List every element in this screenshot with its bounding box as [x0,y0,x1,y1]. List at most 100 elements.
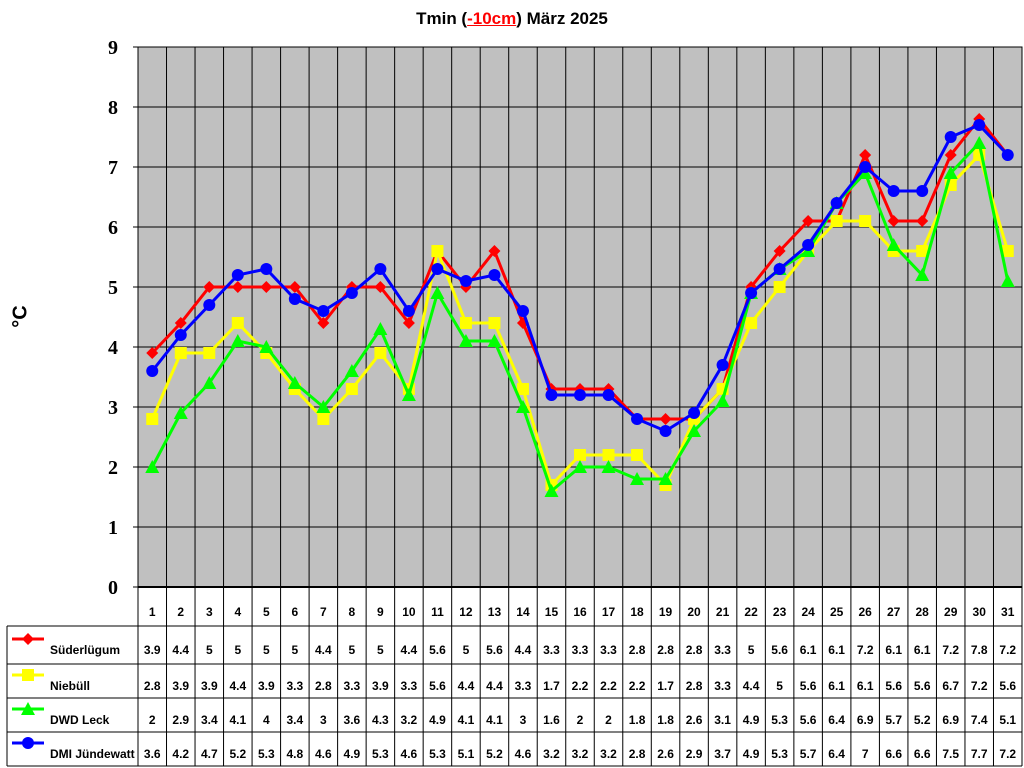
data-label: 3.2 [600,747,617,761]
data-label: 4.1 [458,713,475,727]
x-tick-label: 18 [630,605,644,619]
data-label: 3.3 [600,643,617,657]
data-label: 6.1 [914,643,931,657]
data-point [173,406,188,419]
x-tick-label: 13 [488,605,502,619]
x-tick-label: 2 [177,605,184,619]
data-label: 3.3 [401,679,418,693]
data-point [544,484,559,497]
data-label: 7 [862,747,869,761]
data-point [859,161,872,173]
data-point [488,269,501,281]
data-point [202,376,217,389]
x-tick-label: 26 [858,605,872,619]
x-tick-label: 21 [716,605,730,619]
data-label: 2.2 [572,679,589,693]
data-point [830,215,843,227]
data-label: 5.3 [372,747,389,761]
data-point [317,413,330,425]
data-label: 7.5 [942,747,959,761]
data-point [488,317,501,329]
data-label: 2.8 [686,643,703,657]
data-label: 3 [520,713,527,727]
data-label: 4.2 [172,747,189,761]
x-tick-label: 8 [349,605,356,619]
data-point [802,239,815,251]
data-label: 4.9 [743,747,760,761]
data-label: 3.3 [286,679,303,693]
x-tick-label: 3 [206,605,213,619]
data-point [401,388,416,401]
x-tick-label: 17 [602,605,616,619]
data-label: 3.3 [344,679,361,693]
data-point [916,215,929,227]
data-point [374,347,387,359]
data-label: 7.2 [999,747,1016,761]
data-point [573,460,587,473]
data-point [145,460,160,473]
data-label: 5.6 [771,643,788,657]
data-label: 6.1 [800,643,817,657]
data-point [944,131,957,143]
data-label: 3.9 [258,679,275,693]
x-tick-label: 9 [377,605,384,619]
y-tick-label: 1 [108,517,118,539]
data-label: 5.6 [486,643,503,657]
data-label: 5.6 [914,679,931,693]
data-label: 3.6 [144,747,161,761]
legend-marker [21,702,35,715]
data-label: 4.6 [401,747,418,761]
x-tick-label: 30 [973,605,987,619]
data-point [716,359,729,371]
data-label: 1.6 [543,713,560,727]
data-label: 1.8 [657,713,674,727]
x-tick-label: 11 [431,605,444,619]
data-label: 4.8 [286,747,303,761]
data-point [317,317,330,329]
title-prefix: Tmin ( [416,9,468,28]
data-point [260,263,273,275]
x-tick-label: 20 [687,605,701,619]
data-label: 1.7 [543,679,560,693]
data-point [973,119,986,131]
data-label: 3.2 [572,747,589,761]
data-point [431,263,444,275]
data-point [745,287,758,299]
data-label: 4.4 [229,679,246,693]
data-point [260,281,273,293]
data-label: 6.6 [914,747,931,761]
legend-marker [22,737,34,749]
data-label: 3.3 [714,679,731,693]
x-tick-label: 10 [402,605,416,619]
x-tick-label: 7 [320,605,327,619]
data-point [231,269,244,281]
data-point [458,334,473,347]
data-label: 6.4 [828,747,845,761]
title-suffix: ) März 2025 [516,9,608,28]
data-label: 6.9 [857,713,874,727]
y-tick-label: 6 [108,217,118,239]
data-label: 2.8 [686,679,703,693]
x-tick-label: 25 [830,605,844,619]
legend-label: DWD Leck [50,713,110,727]
data-label: 2.9 [172,713,189,727]
data-label: 7.2 [857,643,874,657]
data-label: 6.6 [885,747,902,761]
data-point [658,472,673,485]
data-label: 5.6 [800,713,817,727]
data-label: 5.7 [885,713,902,727]
data-point [231,317,244,329]
data-label: 6.1 [857,679,874,693]
data-label: 4.4 [315,643,332,657]
data-label: 6.4 [828,713,845,727]
data-label: 2 [577,713,584,727]
data-label: 4.6 [315,747,332,761]
x-tick-label: 28 [916,605,930,619]
data-label: 3.9 [172,679,189,693]
data-label: 7.4 [971,713,988,727]
data-point [203,299,216,311]
data-point [659,425,672,437]
data-label: 4.4 [458,679,475,693]
data-point [944,149,957,161]
data-label: 2.2 [629,679,646,693]
